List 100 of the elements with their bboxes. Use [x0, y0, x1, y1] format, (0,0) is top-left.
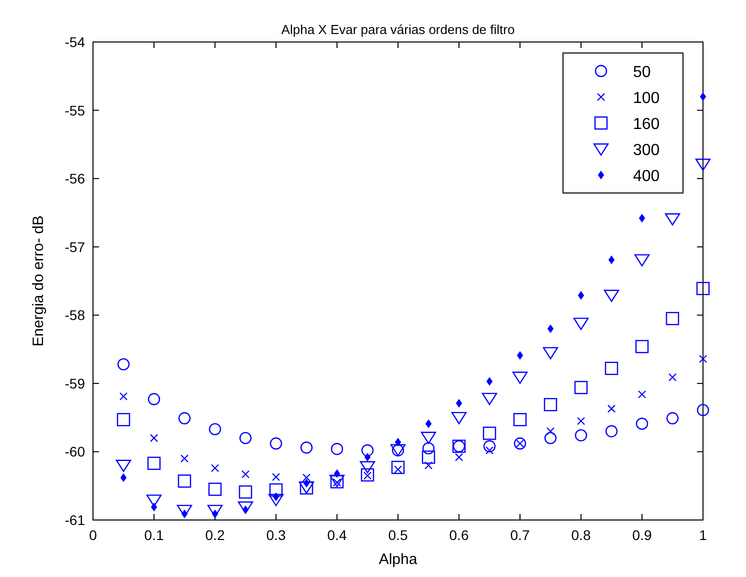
legend-label: 50 — [633, 64, 651, 81]
point — [454, 453, 464, 462]
x-tick-label: 0.3 — [266, 527, 286, 543]
point — [241, 470, 250, 478]
point — [117, 358, 130, 370]
point — [364, 453, 370, 462]
point — [548, 324, 554, 333]
point — [119, 392, 128, 400]
point — [424, 461, 433, 470]
point — [116, 413, 130, 426]
chart-title: Alpha X Evar para várias ordens de filtro — [281, 22, 515, 37]
point — [269, 483, 283, 497]
point — [544, 398, 558, 412]
point — [576, 416, 586, 426]
point — [666, 312, 680, 326]
point — [578, 291, 584, 300]
point — [151, 503, 157, 512]
legend-label: 400 — [633, 168, 660, 185]
point — [270, 437, 282, 450]
point — [695, 158, 711, 171]
x-tick-label: 0.7 — [510, 527, 530, 543]
y-axis-title: Energia do erro- dB — [30, 216, 47, 346]
point — [238, 485, 252, 499]
point — [360, 468, 374, 482]
x-tick-label: 0.4 — [327, 527, 347, 543]
point — [208, 482, 222, 496]
point — [668, 373, 677, 382]
point — [148, 393, 160, 406]
point — [182, 510, 188, 518]
point — [546, 427, 555, 436]
point — [608, 256, 614, 264]
point — [636, 418, 648, 430]
point — [700, 92, 706, 101]
point — [268, 494, 284, 506]
point — [574, 380, 588, 394]
point — [542, 347, 558, 360]
point — [574, 429, 588, 442]
point — [420, 432, 436, 444]
point — [604, 362, 618, 376]
point — [120, 474, 126, 482]
point — [422, 442, 435, 454]
x-tick-label: 0.6 — [449, 527, 469, 543]
x-tick-label: 0.2 — [205, 527, 225, 543]
point — [272, 472, 280, 482]
point — [330, 442, 344, 456]
point — [607, 404, 616, 413]
point — [180, 454, 189, 463]
x-tick-label: 0.8 — [571, 527, 591, 543]
x-tick-label: 0.9 — [632, 527, 652, 543]
x-tick-label: 0 — [89, 527, 98, 543]
point — [147, 456, 161, 470]
point — [210, 464, 220, 472]
y-tick-label: -60 — [64, 444, 86, 460]
point — [486, 377, 492, 386]
point — [605, 425, 618, 438]
point — [391, 460, 405, 474]
point — [212, 510, 218, 518]
point — [544, 432, 557, 444]
point — [334, 470, 340, 478]
point — [360, 461, 376, 474]
legend-label: 160 — [633, 116, 660, 133]
point — [517, 351, 523, 360]
x-tick-label: 0.5 — [388, 527, 408, 543]
point — [664, 213, 680, 226]
point — [146, 494, 162, 507]
point — [604, 290, 620, 302]
point — [422, 450, 436, 464]
x-tick-label: 0.1 — [144, 527, 164, 543]
point — [426, 420, 432, 428]
point — [698, 354, 708, 363]
point — [634, 254, 650, 266]
y-tick-label: -58 — [64, 307, 86, 324]
point — [178, 474, 192, 488]
point — [666, 412, 679, 424]
point — [451, 412, 467, 424]
y-tick-label: -57 — [64, 238, 86, 255]
point — [395, 438, 401, 446]
x-tick-label: 1 — [699, 527, 708, 543]
point — [513, 413, 527, 426]
point — [482, 392, 498, 406]
point — [300, 442, 313, 454]
legend-label: 300 — [633, 142, 660, 159]
point — [208, 423, 222, 436]
point — [178, 412, 191, 424]
point — [361, 444, 374, 456]
point — [638, 390, 646, 398]
point — [639, 214, 645, 222]
point — [482, 426, 496, 440]
y-tick-label: -59 — [64, 375, 86, 392]
y-tick-label: -61 — [64, 512, 86, 528]
legend-label: 100 — [633, 90, 660, 107]
point — [512, 372, 528, 384]
point — [150, 434, 158, 442]
point — [116, 460, 132, 472]
y-tick-label: -54 — [64, 34, 86, 50]
point — [302, 474, 311, 482]
point — [696, 404, 710, 416]
y-tick-label: -55 — [64, 102, 86, 118]
point — [635, 340, 649, 354]
x-axis-title: Alpha — [378, 551, 418, 568]
